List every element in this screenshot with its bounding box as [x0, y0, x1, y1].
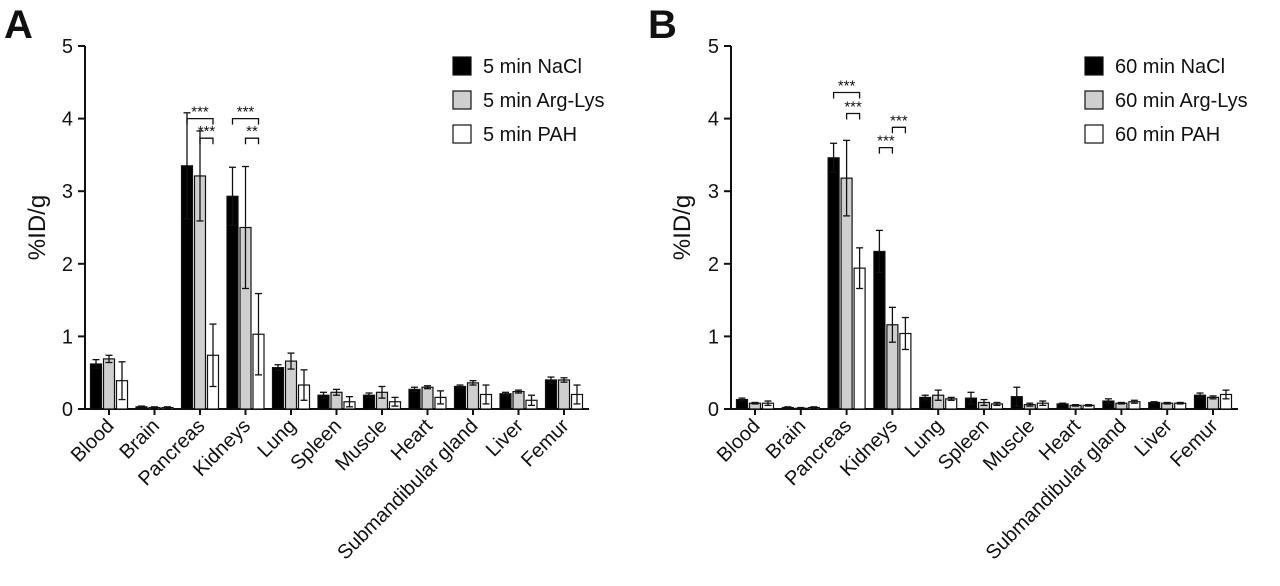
- bar-5-min-arg-lys-heart: [421, 386, 434, 410]
- series-60-min-arg-lys: [748, 139, 1220, 410]
- bar-60-min-nacl-kidneys: [873, 250, 886, 410]
- bar-5-min-arg-lys-blood: [102, 358, 116, 410]
- series-60-min-nacl: [735, 142, 1207, 410]
- legend-label-5-min-arg-lys: 5 min Arg-Lys: [483, 90, 605, 112]
- x-tick-label-femur: Femur: [517, 415, 574, 472]
- chart-panel-a: A012345%ID/gBloodBrainPancreasKidneysLun…: [4, 3, 605, 564]
- legend-swatch-60-min-arg-lys: [1084, 90, 1104, 110]
- bar-5-min-arg-lys-liver: [512, 390, 525, 410]
- y-tick-label: 3: [62, 181, 73, 203]
- significance-bracket: [891, 126, 907, 134]
- legend-label-60-min-arg-lys: 60 min Arg-Lys: [1115, 90, 1248, 112]
- y-tick-label: 4: [708, 109, 719, 131]
- bar-5-min-nacl-femur: [544, 379, 558, 410]
- significance-bracket: [244, 137, 260, 145]
- significance-label: ***: [191, 104, 209, 121]
- x-tick-label-blood: Blood: [67, 415, 119, 467]
- bar-5-min-nacl-blood: [89, 363, 103, 410]
- significance-label: ***: [877, 133, 895, 150]
- legend: 60 min NaCl 60 min Arg-Lys 60 min PAH: [1084, 56, 1248, 146]
- legend-swatch-5-min-arg-lys: [452, 90, 472, 110]
- significance-label: ***: [838, 77, 856, 94]
- y-tick-label: 2: [62, 254, 73, 276]
- significance-bracket: [878, 146, 894, 154]
- y-tick-label: 3: [708, 181, 719, 203]
- x-tick-label-muscle: Muscle: [979, 415, 1039, 475]
- bar-5-min-nacl-kidneys: [226, 195, 239, 410]
- y-tick-label: 1: [62, 326, 73, 348]
- bar-60-min-nacl-pancreas: [827, 157, 840, 410]
- y-tick-label: 5: [62, 36, 73, 58]
- chart-panel-b: B012345%ID/gBloodBrainPancreasKidneysLun…: [648, 3, 1248, 564]
- significance-label: ***: [890, 112, 908, 129]
- bar-5-min-nacl-heart: [408, 388, 421, 410]
- panel-letter: B: [648, 3, 677, 47]
- y-axis-title: %ID/g: [24, 195, 51, 260]
- significance-bracket: [832, 91, 861, 99]
- legend-swatch-60-min-pah: [1084, 124, 1104, 144]
- significance-label: ***: [237, 104, 255, 121]
- y-tick-label: 0: [708, 399, 719, 421]
- panel-letter: A: [4, 3, 33, 47]
- legend-swatch-60-min-nacl: [1084, 56, 1104, 76]
- legend-label-5-min-nacl: 5 min NaCl: [483, 56, 582, 78]
- legend-swatch-5-min-nacl: [452, 56, 472, 76]
- legend-swatch-5-min-pah: [452, 124, 472, 144]
- significance-label: **: [246, 123, 258, 140]
- y-tick-label: 2: [708, 254, 719, 276]
- x-tick-label-blood: Blood: [713, 415, 765, 467]
- significance-bracket: [845, 112, 861, 120]
- significance-label: ***: [198, 123, 216, 140]
- y-tick-label: 5: [708, 36, 719, 58]
- legend-label-5-min-pah: 5 min PAH: [483, 124, 577, 146]
- significance-bracket: [231, 117, 260, 125]
- significance-bracket: [186, 117, 214, 125]
- y-tick-label: 1: [708, 326, 719, 348]
- bar-5-min-arg-lys-femur: [557, 379, 571, 410]
- legend-label-60-min-nacl: 60 min NaCl: [1115, 56, 1225, 78]
- legend: 5 min NaCl 5 min Arg-Lys 5 min PAH: [452, 56, 605, 146]
- bar-5-min-nacl-lung: [271, 367, 285, 410]
- significance-label: ***: [844, 99, 862, 116]
- x-tick-label-muscle: Muscle: [331, 415, 391, 475]
- bar-5-min-arg-lys-submandibular-gland: [466, 382, 480, 410]
- series-5-min-pah: [115, 292, 584, 410]
- series-5-min-nacl: [89, 112, 558, 410]
- series-60-min-pah: [761, 247, 1233, 410]
- bar-60-min-pah-pancreas: [853, 267, 866, 410]
- y-axis-title: %ID/g: [669, 195, 696, 260]
- bar-5-min-nacl-liver: [499, 393, 512, 410]
- legend-label-60-min-pah: 60 min PAH: [1115, 124, 1220, 146]
- x-tick-label-femur: Femur: [1166, 415, 1223, 472]
- y-tick-label: 4: [62, 109, 73, 131]
- series-5-min-arg-lys: [102, 130, 571, 410]
- bar-5-min-nacl-submandibular-gland: [453, 385, 467, 410]
- y-tick-label: 0: [62, 399, 73, 421]
- significance-bracket: [199, 137, 214, 145]
